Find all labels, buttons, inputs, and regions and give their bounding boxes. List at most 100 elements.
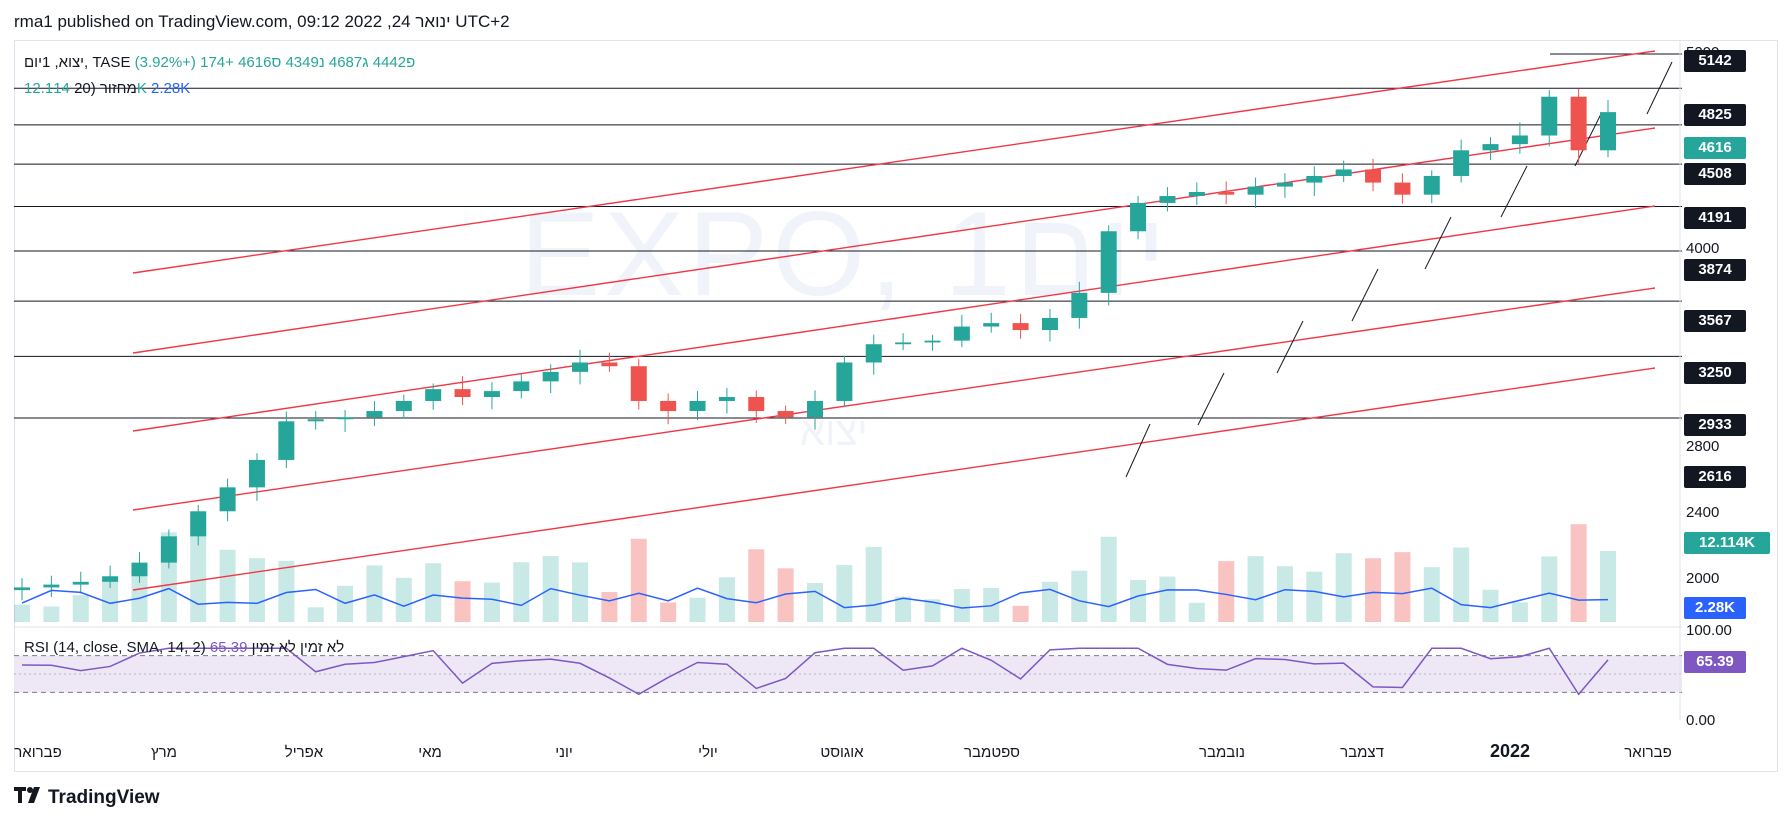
- volume-bar: [454, 581, 471, 622]
- volume-bar: [1453, 547, 1470, 622]
- candle-body: [131, 562, 148, 577]
- volume-bar: [190, 532, 207, 622]
- horizontal-levels: [14, 53, 1682, 419]
- candle-body: [1511, 135, 1528, 145]
- candle-body: [1482, 144, 1499, 151]
- candle-body: [14, 587, 30, 591]
- x-label: פברואר: [14, 744, 62, 761]
- volume-bar: [807, 583, 823, 622]
- volume-ma-line: [21, 587, 1609, 609]
- volume-bar: [14, 604, 30, 622]
- candle-body: [102, 576, 119, 582]
- legend-high: ג4687: [328, 54, 369, 71]
- volume-bar: [1012, 605, 1029, 622]
- volume-bar: [953, 589, 970, 622]
- legend-rsi-extra: לא זמין לא זמין: [251, 639, 345, 656]
- rsi-tick: 0.00: [1686, 712, 1716, 729]
- legend-close: ס4616: [238, 54, 282, 71]
- x-label: יולי: [698, 744, 718, 761]
- volume-bar: [1100, 536, 1117, 622]
- volume-bar: [689, 597, 706, 622]
- x-label: אוגוסט: [820, 744, 864, 761]
- candle-body: [542, 371, 559, 382]
- header: rma1 published on TradingView.com, 09:12…: [0, 0, 1791, 40]
- candle-body: [924, 340, 941, 343]
- candle-body: [1600, 112, 1616, 151]
- price-tick: 4000: [1686, 240, 1720, 257]
- candle-body: [483, 391, 500, 398]
- x-label: ספטמבר: [964, 744, 1020, 761]
- volume-bar: [219, 549, 236, 622]
- legend-change: +174 (+3.92%): [134, 54, 234, 71]
- level-label: 4191: [1684, 207, 1746, 229]
- volume-label: 12.114K: [1684, 532, 1770, 554]
- volume-bar: [1276, 566, 1293, 622]
- diagonal-line: [1276, 320, 1304, 374]
- volume-bar: [718, 577, 735, 622]
- chart-frame[interactable]: [14, 40, 1778, 772]
- volume-bar: [425, 563, 442, 622]
- candle-body: [72, 581, 89, 585]
- candle-body: [425, 389, 442, 401]
- diagonal-line: [1574, 113, 1602, 167]
- legend-volume-value: 12.114K: [24, 80, 147, 97]
- volume-bars: [14, 524, 1616, 622]
- x-label-year: 2022: [1489, 741, 1531, 761]
- volume-bar: [513, 562, 530, 622]
- volume-bar: [924, 599, 941, 622]
- candle-body: [836, 362, 853, 401]
- candle-body: [1012, 323, 1029, 331]
- candle-body: [1041, 317, 1058, 331]
- legend-open: פ4442: [372, 54, 416, 71]
- rsi-pane: [14, 626, 1682, 696]
- candle-body: [718, 397, 735, 401]
- level-label: 4508: [1684, 163, 1746, 185]
- level-label: 2933: [1684, 414, 1746, 436]
- volume-bar: [836, 565, 853, 622]
- candle-body: [1071, 292, 1088, 318]
- legend-low: נ4349: [285, 54, 325, 71]
- candle-body: [1365, 169, 1382, 183]
- x-label: נובמבר: [1199, 744, 1245, 761]
- candle-body: [630, 366, 647, 401]
- candle-body: [1541, 96, 1558, 136]
- candle-body: [1159, 196, 1176, 203]
- volume-bar: [865, 546, 882, 622]
- volume-bar: [983, 587, 1000, 622]
- price-tick: 2800: [1686, 438, 1720, 455]
- candle-body: [160, 536, 177, 563]
- diagonal-line: [1424, 216, 1452, 270]
- x-label: מרץ: [151, 744, 177, 761]
- legend-main: יצוא, 1יום, TASE פ4442 ג4687 נ4349 ס4616…: [24, 54, 415, 71]
- candle-body: [1218, 191, 1235, 195]
- volume-bar: [1247, 556, 1264, 622]
- volume-bar: [630, 538, 647, 622]
- volume-bar: [601, 592, 618, 622]
- candle-body: [572, 362, 589, 372]
- price-tick: 2400: [1686, 504, 1720, 521]
- footer-brand[interactable]: TradingView: [14, 787, 160, 809]
- candle-body: [983, 323, 1000, 327]
- volume-bar: [1541, 556, 1558, 622]
- candle-body: [807, 400, 823, 418]
- candle-body: [601, 362, 618, 367]
- volume-bar: [777, 568, 794, 622]
- x-label: יוני: [555, 744, 573, 761]
- level-label: 3250: [1684, 362, 1746, 384]
- legend-rsi: RSI (14, close, SMA, 14, 2) 65.39 לא זמי…: [24, 639, 344, 656]
- volume-bar: [278, 560, 295, 622]
- volume-bar: [307, 607, 324, 622]
- candle-body: [454, 389, 471, 398]
- candle-body: [1453, 150, 1470, 176]
- candle-body: [1394, 182, 1411, 195]
- candle-body: [366, 411, 383, 418]
- candle-body: [337, 417, 354, 420]
- x-label: מאי: [418, 744, 442, 761]
- volume-bar: [395, 577, 412, 622]
- volume-bar: [1071, 570, 1088, 622]
- candle-body: [190, 511, 207, 537]
- tradingview-logo-icon: [14, 787, 44, 809]
- candle-body: [513, 381, 530, 392]
- volume-bar: [1335, 553, 1352, 622]
